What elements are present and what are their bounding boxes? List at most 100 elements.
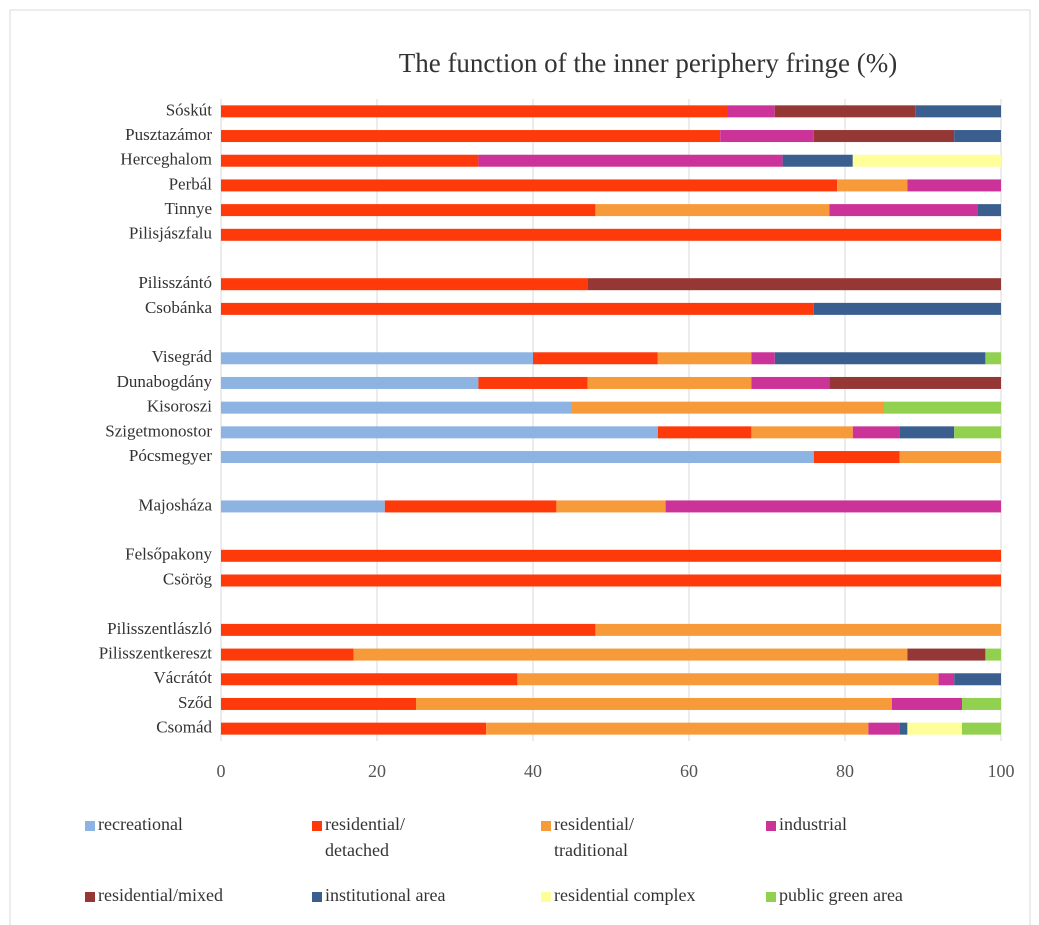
legend-swatch [312,821,322,831]
x-tick-label: 20 [368,761,386,781]
bar-segment [587,278,1001,291]
bar-segment [221,697,416,710]
bar-segment [221,376,479,389]
y-tick-label: Pilisjászfalu [129,224,213,243]
y-tick-label: Szigetmonostor [105,421,212,440]
x-tick-label: 0 [217,761,226,781]
bar-segment [657,352,752,365]
y-tick-label: Perbál [169,174,213,193]
bar-segment [384,500,557,513]
y-tick-label: Dunabogdány [117,372,213,391]
chart-title: The function of the inner periphery frin… [399,48,898,78]
bar-segment [517,673,939,686]
bar-segment [221,204,596,217]
legend-label-line: detached [325,840,389,860]
legend-swatch [766,892,776,902]
y-tick-label: Pócsmegyer [129,446,212,465]
x-tick-label: 80 [836,761,854,781]
y-tick-label: Sóskút [166,100,213,119]
bar-segment [221,673,518,686]
bar-segment [595,623,1001,636]
y-tick-label: Majosháza [138,495,212,514]
x-tick-label: 40 [524,761,542,781]
legend-label: residential/traditional [554,814,634,860]
legend-swatch [85,821,95,831]
bar-segment [221,500,385,513]
bar-segment [486,722,869,735]
y-tick-label: Csobánka [145,298,213,317]
legend-label-line: residential/ [554,814,634,834]
bar-segment [221,278,588,291]
frame [9,9,1031,925]
bar-segment [728,105,775,118]
bar-segment [478,376,588,389]
bar-segment [915,105,1001,118]
bar-segment [852,426,900,439]
bar-segment [221,648,354,661]
bar-segment [720,130,814,143]
legend-label: institutional area [325,885,445,905]
bar-segment [891,697,962,710]
y-tick-label: Herceghalom [120,150,212,169]
legend-label-line: residential/ [325,814,405,834]
legend-label: residential/mixed [98,885,223,905]
y-tick-label: Felsőpakony [125,545,212,564]
bar-segment [884,401,1001,414]
bar-segment [899,451,1001,464]
bar-segment [221,179,838,192]
bar-segment [221,426,658,439]
bar-segment [813,302,1001,315]
bar-segment [221,401,572,414]
bar-segment [977,204,1001,217]
bar-segment [221,574,1001,587]
legend-label: residential complex [554,885,695,905]
bar-segment [221,154,479,167]
bar-segment [556,500,666,513]
legend-swatch [766,821,776,831]
x-tick-label: 100 [988,761,1015,781]
bar-segment [907,722,962,735]
legend-label: recreational [98,814,183,834]
legend-label: public green area [779,885,903,905]
bar-segment [221,623,596,636]
bar-segment [868,722,900,735]
bar-segment [962,697,1001,710]
bar-segment [954,426,1001,439]
bar-segment [416,697,892,710]
legend-label-line: traditional [554,840,628,860]
x-tick-label: 60 [680,761,698,781]
y-tick-label: Pilisszentkereszt [99,643,213,662]
bar-segment [985,352,1001,365]
bar-segment [221,130,721,143]
bar-segment [221,105,728,118]
bar-segment [533,352,658,365]
bar-segment [829,204,978,217]
bar-segment [837,179,908,192]
y-tick-label: Pilisszántó [138,273,212,292]
bar-segment [774,352,986,365]
bar-segment [852,154,1001,167]
y-tick-label: Sződ [178,693,213,712]
y-tick-label: Pilisszentlászló [107,619,212,638]
bar-segment [221,451,814,464]
bar-segment [751,376,830,389]
bar-segment [221,228,1001,241]
bar-segment [813,130,955,143]
y-tick-label: Vácrátót [153,668,212,687]
bar-segment [782,154,853,167]
legend-swatch [541,821,551,831]
bar-segment [813,451,900,464]
bar-segment [595,204,830,217]
bar-segment [938,673,955,686]
bar-segment [829,376,1001,389]
y-tick-label: Csörög [163,569,213,588]
bar-segment [221,549,1001,562]
bar-segment [954,130,1001,143]
bar-segment [907,648,986,661]
legend-swatch [541,892,551,902]
legend-swatch [312,892,322,902]
bar-segment [665,500,1001,513]
y-tick-label: Tinnye [164,199,212,218]
bar-segment [907,179,1001,192]
